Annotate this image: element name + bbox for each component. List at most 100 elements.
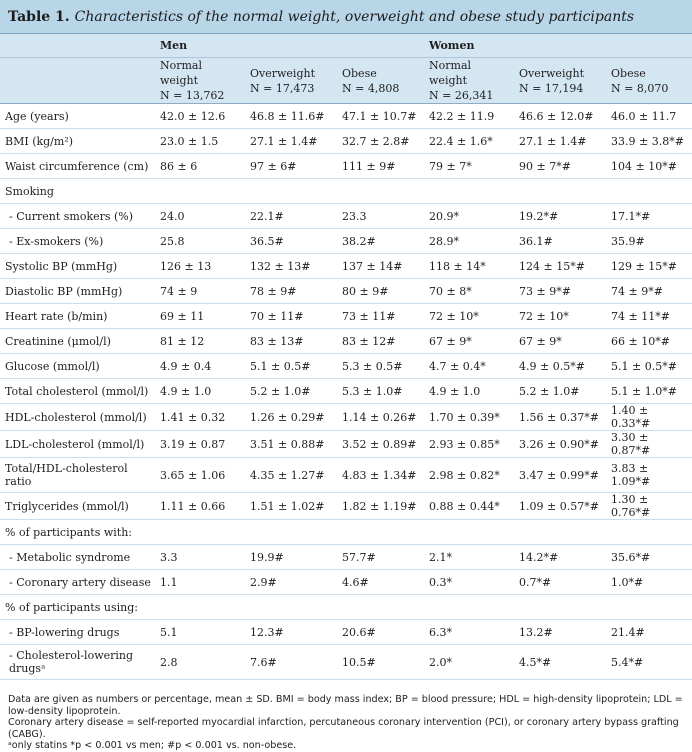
table-cell: 38.2# xyxy=(337,228,425,254)
table-cell: 1.56 ± 0.37*# xyxy=(514,403,607,431)
table-cell: 69 ± 11 xyxy=(155,303,245,329)
table-cell: 4.5*# xyxy=(514,644,607,680)
table-cell: 1.0*# xyxy=(606,569,692,595)
table-cell: 1.1 xyxy=(155,569,245,595)
table-row: BMI (kg/m²) 23.0 ± 1.5 27.1 ± 1.4# 32.7 ± 2… xyxy=(0,128,692,154)
table-cell: 73 ± 11# xyxy=(337,303,425,329)
table-cell: 126 ± 13 xyxy=(155,253,245,279)
characteristics-table: Men Women Normal weight N = 13,762 Overwei… xyxy=(0,34,692,680)
table-cell: 47.1 ± 10.7# xyxy=(337,103,425,129)
table-cell: 4.6# xyxy=(337,569,425,595)
table-cell: 2.9# xyxy=(245,569,337,595)
table-cell: 3.47 ± 0.99*# xyxy=(514,457,607,493)
table-cell: 25.8 xyxy=(155,228,245,254)
table-cell: 17.1*# xyxy=(606,203,692,229)
table-caption: Characteristics of the normal weight, ov… xyxy=(74,8,635,25)
row-label: Glucose (mmol/l) xyxy=(0,353,155,379)
table-cell: 1.26 ± 0.29# xyxy=(245,403,337,431)
table-cell: 67 ± 9* xyxy=(424,328,515,354)
table-cell: 0.88 ± 0.44* xyxy=(424,492,515,520)
table-cell: 74 ± 9 xyxy=(155,278,245,304)
group-men: Men xyxy=(155,34,425,58)
row-label: HDL-cholesterol (mmol/l) xyxy=(0,403,155,431)
table-cell: 81 ± 12 xyxy=(155,328,245,354)
table-cell: 86 ± 6 xyxy=(155,153,245,179)
table-cell: 1.14 ± 0.26# xyxy=(337,403,425,431)
table-cell: 4.9 ± 1.0 xyxy=(424,378,515,404)
table-cell: 46.0 ± 11.7 xyxy=(606,103,692,129)
table-cell xyxy=(606,178,692,204)
table-cell: 5.3 ± 0.5# xyxy=(337,353,425,379)
table-cell: 1.70 ± 0.39* xyxy=(424,403,515,431)
table-cell: 36.1# xyxy=(514,228,607,254)
column-header: Overweight N = 17,473 xyxy=(245,57,337,104)
column-header-n: N = 4,808 xyxy=(342,81,400,95)
table-cell xyxy=(514,594,607,620)
column-header: Normal weight N = 26,341 xyxy=(424,57,515,104)
row-label: Waist circumference (cm) xyxy=(0,153,155,179)
row-label: - Metabolic syndrome xyxy=(0,544,155,570)
table-cell: 3.19 ± 0.87 xyxy=(155,430,245,458)
column-header: Obese N = 4,808 xyxy=(337,57,425,104)
table-cell: 3.30 ± 0.87*# xyxy=(606,430,692,458)
column-header-group: Obese xyxy=(342,66,377,80)
table-row: LDL-cholesterol (mmol/l) 3.19 ± 0.87 3.51 … xyxy=(0,430,692,458)
table-cell: 78 ± 9# xyxy=(245,278,337,304)
table-cell: 19.2*# xyxy=(514,203,607,229)
table-cell: 3.65 ± 1.06 xyxy=(155,457,245,493)
table-cell: 132 ± 13# xyxy=(245,253,337,279)
table-cell: 23.3 xyxy=(337,203,425,229)
table-cell xyxy=(337,519,425,545)
table-cell: 1.30 ± 0.76*# xyxy=(606,492,692,520)
table-cell: 24.0 xyxy=(155,203,245,229)
table-cell: 19.9# xyxy=(245,544,337,570)
table-cell xyxy=(245,178,337,204)
table-cell: 23.0 ± 1.5 xyxy=(155,128,245,154)
table-cell xyxy=(245,594,337,620)
table-cell: 5.2 ± 1.0# xyxy=(514,378,607,404)
row-label: - Cholesterol-lowering drugsᵃ xyxy=(0,644,155,680)
column-header-group: Normal weight xyxy=(429,59,472,87)
header-blank xyxy=(0,34,155,58)
table-cell: 67 ± 9* xyxy=(514,328,607,354)
table-cell: 4.9 ± 1.0 xyxy=(155,378,245,404)
table-cell: 28.9* xyxy=(424,228,515,254)
table-cell: 14.2*# xyxy=(514,544,607,570)
table-row: Triglycerides (mmol/l) 1.11 ± 0.66 1.51 ± … xyxy=(0,492,692,520)
table-row: Glucose (mmol/l) 4.9 ± 0.4 5.1 ± 0.5# 5.3 ±… xyxy=(0,353,692,379)
table-cell: 124 ± 15*# xyxy=(514,253,607,279)
table-cell: 27.1 ± 1.4# xyxy=(514,128,607,154)
table-cell: 2.93 ± 0.85* xyxy=(424,430,515,458)
table-cell xyxy=(606,519,692,545)
table-row: Waist circumference (cm) 86 ± 6 97 ± 6# 111… xyxy=(0,153,692,179)
row-label: Smoking xyxy=(0,178,155,204)
table-cell: 2.0* xyxy=(424,644,515,680)
table-cell: 5.2 ± 1.0# xyxy=(245,378,337,404)
table-label: Table 1. xyxy=(8,8,70,25)
table-cell xyxy=(514,178,607,204)
table-row: - Cholesterol-lowering drugsᵃ 2.8 7.6# 10.5… xyxy=(0,644,692,680)
table-cell: 83 ± 13# xyxy=(245,328,337,354)
table-cell: 0.3* xyxy=(424,569,515,595)
table-cell: 22.4 ± 1.6* xyxy=(424,128,515,154)
row-label: Age (years) xyxy=(0,103,155,129)
column-header-n: N = 17,473 xyxy=(250,81,315,95)
row-label: Systolic BP (mmHg) xyxy=(0,253,155,279)
row-label: - Ex-smokers (%) xyxy=(0,228,155,254)
table-cell: 3.83 ± 1.09*# xyxy=(606,457,692,493)
table-cell xyxy=(424,178,515,204)
table-cell: 4.83 ± 1.34# xyxy=(337,457,425,493)
table-cell: 57.7# xyxy=(337,544,425,570)
table-body: Age (years) 42.0 ± 12.6 46.8 ± 11.6# 47.1 ±… xyxy=(0,103,692,680)
table-cell: 83 ± 12# xyxy=(337,328,425,354)
table-cell: 3.3 xyxy=(155,544,245,570)
table-cell: 104 ± 10*# xyxy=(606,153,692,179)
row-label: % of participants using: xyxy=(0,594,155,620)
table-row: Systolic BP (mmHg) 126 ± 13 132 ± 13# 137 ±… xyxy=(0,253,692,279)
column-header-n: N = 26,341 xyxy=(429,89,494,102)
table-cell: 1.09 ± 0.57*# xyxy=(514,492,607,520)
table-cell xyxy=(155,178,245,204)
table-cell: 1.51 ± 1.02# xyxy=(245,492,337,520)
table-cell: 46.8 ± 11.6# xyxy=(245,103,337,129)
